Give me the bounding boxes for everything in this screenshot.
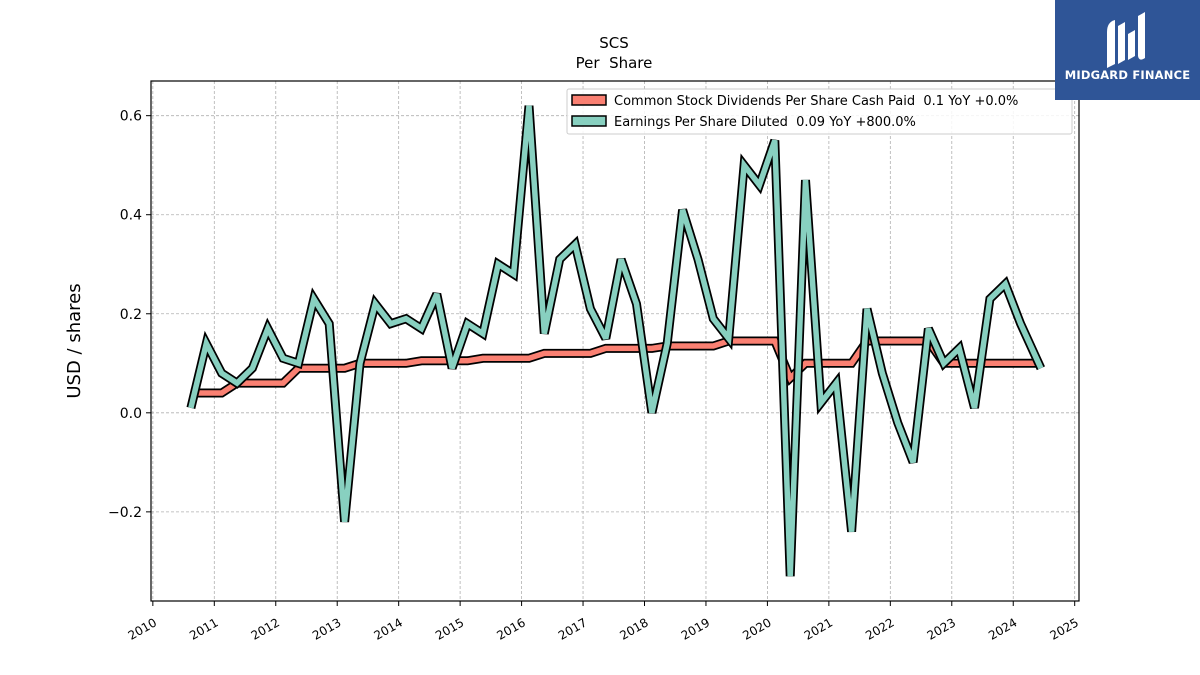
legend-swatch-eps (571, 115, 607, 127)
brand-name: MIDGARD FINANCE (1064, 68, 1191, 82)
chart-title: SCS (599, 34, 629, 52)
x-tick-label: 2019 (679, 615, 712, 642)
y-tick-label: −0.2 (108, 505, 142, 521)
x-tick-label: 2014 (372, 615, 405, 642)
legend-box (566, 88, 1073, 135)
series-0 (190, 336, 1041, 398)
series-1 (186, 105, 1045, 577)
series-layer (186, 105, 1045, 577)
series-line (190, 338, 1041, 396)
x-tick-label: 2021 (802, 615, 835, 642)
plot-frame (150, 80, 1080, 602)
y-axis: −0.2 0.0 0.2 0.4 0.6 (108, 109, 151, 521)
midgard-logo-icon (1107, 12, 1145, 68)
legend: Common Stock Dividends Per Share Cash Pa… (566, 88, 1073, 135)
x-tick-label: 2025 (1048, 615, 1081, 642)
x-tick-label: 2023 (925, 615, 958, 642)
x-tick-label: 2016 (494, 615, 527, 642)
x-tick-label: 2015 (433, 615, 466, 642)
y-tick-label: 0.6 (120, 109, 142, 125)
legend-label-eps: Earnings Per Share Diluted 0.09 YoY +800… (614, 115, 916, 130)
x-tick-label: 2018 (617, 615, 650, 642)
grid-lines (151, 81, 1079, 601)
brand-logo: MIDGARD FINANCE (1055, 0, 1200, 100)
legend-label-dividends: Common Stock Dividends Per Share Cash Pa… (614, 94, 1018, 109)
x-tick-label: 2010 (126, 615, 159, 642)
series-line (188, 105, 1044, 577)
x-tick-label: 2017 (556, 615, 589, 642)
x-tick-label: 2012 (249, 615, 282, 642)
y-tick-label: 0.4 (120, 208, 142, 224)
chart-subtitle: Per Share (576, 54, 653, 72)
legend-swatch-dividends (571, 94, 607, 106)
y-axis-label: USD / shares (64, 283, 85, 398)
x-tick-label: 2013 (310, 615, 343, 642)
y-tick-label: 0.2 (120, 307, 142, 323)
legend-item-eps: Earnings Per Share Diluted 0.09 YoY +800… (571, 115, 916, 130)
legend-item-dividends: Common Stock Dividends Per Share Cash Pa… (571, 94, 1018, 109)
y-tick-label: 0.0 (120, 406, 142, 422)
x-tick-label: 2024 (986, 615, 1019, 642)
x-axis: 2010 2011 2012 2013 2014 2015 2016 2017 2018 2019… (126, 601, 1081, 643)
x-tick-label: 2011 (187, 615, 220, 642)
x-tick-label: 2020 (740, 615, 773, 642)
x-tick-label: 2022 (863, 615, 896, 642)
